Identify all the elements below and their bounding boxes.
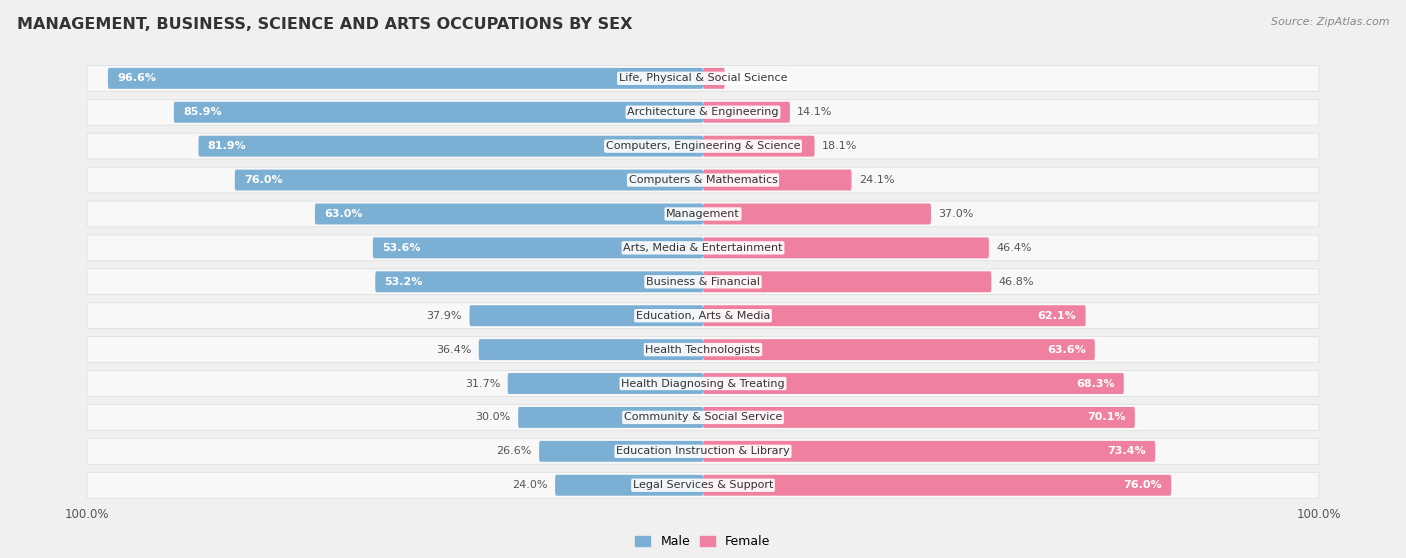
- Text: 14.1%: 14.1%: [797, 107, 832, 117]
- FancyBboxPatch shape: [703, 407, 1135, 428]
- Text: Source: ZipAtlas.com: Source: ZipAtlas.com: [1271, 17, 1389, 27]
- Text: Health Diagnosing & Treating: Health Diagnosing & Treating: [621, 378, 785, 388]
- Text: 46.8%: 46.8%: [998, 277, 1035, 287]
- FancyBboxPatch shape: [703, 68, 724, 89]
- FancyBboxPatch shape: [703, 102, 790, 123]
- Text: 24.1%: 24.1%: [859, 175, 894, 185]
- FancyBboxPatch shape: [703, 238, 988, 258]
- Text: 68.3%: 68.3%: [1076, 378, 1115, 388]
- FancyBboxPatch shape: [87, 371, 1319, 396]
- FancyBboxPatch shape: [703, 271, 991, 292]
- Text: Education Instruction & Library: Education Instruction & Library: [616, 446, 790, 456]
- Text: 76.0%: 76.0%: [245, 175, 283, 185]
- Text: 85.9%: 85.9%: [183, 107, 222, 117]
- FancyBboxPatch shape: [108, 68, 703, 89]
- FancyBboxPatch shape: [703, 373, 1123, 394]
- Text: 3.5%: 3.5%: [733, 73, 761, 83]
- Text: 18.1%: 18.1%: [823, 141, 858, 151]
- Text: 46.4%: 46.4%: [997, 243, 1032, 253]
- Text: 63.0%: 63.0%: [325, 209, 363, 219]
- FancyBboxPatch shape: [87, 473, 1319, 498]
- FancyBboxPatch shape: [703, 170, 852, 190]
- FancyBboxPatch shape: [87, 201, 1319, 227]
- Text: Community & Social Service: Community & Social Service: [624, 412, 782, 422]
- Text: Life, Physical & Social Science: Life, Physical & Social Science: [619, 73, 787, 83]
- Text: 26.6%: 26.6%: [496, 446, 531, 456]
- Text: 73.4%: 73.4%: [1108, 446, 1146, 456]
- FancyBboxPatch shape: [174, 102, 703, 123]
- FancyBboxPatch shape: [703, 339, 1095, 360]
- Text: 30.0%: 30.0%: [475, 412, 510, 422]
- Text: 53.2%: 53.2%: [385, 277, 423, 287]
- Text: Computers, Engineering & Science: Computers, Engineering & Science: [606, 141, 800, 151]
- FancyBboxPatch shape: [87, 133, 1319, 159]
- FancyBboxPatch shape: [373, 238, 703, 258]
- FancyBboxPatch shape: [87, 167, 1319, 193]
- FancyBboxPatch shape: [315, 204, 703, 224]
- Text: Arts, Media & Entertainment: Arts, Media & Entertainment: [623, 243, 783, 253]
- Text: Legal Services & Support: Legal Services & Support: [633, 480, 773, 490]
- FancyBboxPatch shape: [87, 405, 1319, 430]
- Text: 24.0%: 24.0%: [512, 480, 548, 490]
- FancyBboxPatch shape: [198, 136, 703, 157]
- FancyBboxPatch shape: [87, 303, 1319, 329]
- FancyBboxPatch shape: [87, 99, 1319, 125]
- FancyBboxPatch shape: [703, 475, 1171, 496]
- Text: 70.1%: 70.1%: [1087, 412, 1126, 422]
- Text: Education, Arts & Media: Education, Arts & Media: [636, 311, 770, 321]
- FancyBboxPatch shape: [508, 373, 703, 394]
- Text: 96.6%: 96.6%: [117, 73, 156, 83]
- FancyBboxPatch shape: [87, 269, 1319, 295]
- FancyBboxPatch shape: [235, 170, 703, 190]
- Text: 81.9%: 81.9%: [208, 141, 246, 151]
- FancyBboxPatch shape: [703, 441, 1156, 462]
- Text: Management: Management: [666, 209, 740, 219]
- FancyBboxPatch shape: [87, 336, 1319, 363]
- Text: Architecture & Engineering: Architecture & Engineering: [627, 107, 779, 117]
- FancyBboxPatch shape: [87, 235, 1319, 261]
- FancyBboxPatch shape: [519, 407, 703, 428]
- Text: 62.1%: 62.1%: [1038, 311, 1076, 321]
- Text: Computers & Mathematics: Computers & Mathematics: [628, 175, 778, 185]
- Text: Health Technologists: Health Technologists: [645, 345, 761, 354]
- Text: 31.7%: 31.7%: [465, 378, 501, 388]
- Text: Business & Financial: Business & Financial: [645, 277, 761, 287]
- Text: 36.4%: 36.4%: [436, 345, 471, 354]
- FancyBboxPatch shape: [555, 475, 703, 496]
- Legend: Male, Female: Male, Female: [630, 530, 776, 553]
- Text: 53.6%: 53.6%: [382, 243, 420, 253]
- Text: 37.9%: 37.9%: [426, 311, 463, 321]
- FancyBboxPatch shape: [538, 441, 703, 462]
- FancyBboxPatch shape: [470, 305, 703, 326]
- FancyBboxPatch shape: [87, 65, 1319, 91]
- Text: 37.0%: 37.0%: [938, 209, 974, 219]
- FancyBboxPatch shape: [478, 339, 703, 360]
- FancyBboxPatch shape: [703, 305, 1085, 326]
- FancyBboxPatch shape: [703, 136, 814, 157]
- Text: 63.6%: 63.6%: [1046, 345, 1085, 354]
- FancyBboxPatch shape: [703, 204, 931, 224]
- FancyBboxPatch shape: [87, 439, 1319, 464]
- Text: 76.0%: 76.0%: [1123, 480, 1161, 490]
- Text: MANAGEMENT, BUSINESS, SCIENCE AND ARTS OCCUPATIONS BY SEX: MANAGEMENT, BUSINESS, SCIENCE AND ARTS O…: [17, 17, 633, 32]
- FancyBboxPatch shape: [375, 271, 703, 292]
